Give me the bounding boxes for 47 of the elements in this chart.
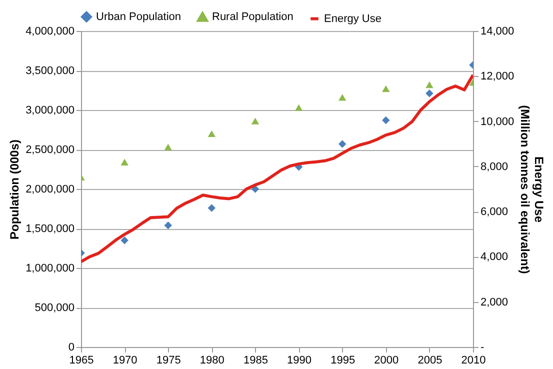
point — [208, 204, 216, 212]
y2-tick-label: 2,000 — [480, 296, 508, 308]
x-tick-label: 2010 — [461, 354, 486, 366]
y2-tick-label: 8,000 — [480, 160, 508, 173]
y-tick-label: 1,500,000 — [26, 223, 74, 235]
y2-tick-label: 14,000 — [480, 26, 514, 38]
point — [426, 81, 434, 88]
y2-tick-label: 6,000 — [480, 206, 508, 218]
y2-tick-label: 4,000 — [480, 251, 508, 264]
y-tick-label: 3,000,000 — [26, 104, 74, 116]
y-tick-label: 2,500,000 — [26, 144, 74, 156]
x-tick-label: 1975 — [156, 354, 181, 366]
point — [251, 118, 260, 124]
point — [426, 90, 434, 98]
point — [164, 221, 172, 230]
point — [208, 130, 216, 138]
y-tick-label: 0 — [68, 342, 74, 354]
x-tick-label: 1980 — [200, 354, 224, 366]
y2-tick-label: 10,000 — [480, 116, 514, 128]
point — [382, 116, 390, 124]
x-tick-label: 1985 — [243, 354, 268, 366]
x-tick-label: 2000 — [374, 354, 399, 366]
x-tick-label: 1970 — [112, 354, 138, 366]
x-tick-label: 2005 — [418, 354, 442, 366]
x-tick-label: 1990 — [287, 354, 312, 366]
point — [164, 144, 172, 150]
legend-label: Energy Use — [324, 12, 382, 25]
line-series — [81, 74, 473, 264]
y2-axis-title: Energy Use (Million tonnes oil equivalent) — [518, 105, 546, 274]
point — [120, 158, 128, 166]
point — [120, 236, 128, 244]
point — [382, 85, 390, 92]
y-tick-label: 2,000,000 — [26, 184, 74, 196]
y-tick-label: 3,500,000 — [26, 65, 74, 77]
y-tick-label: 4,000,000 — [26, 26, 74, 38]
y2-tick-label: 12,000 — [480, 70, 514, 83]
y-tick-label: 1,000,000 — [26, 262, 74, 274]
point — [294, 104, 303, 111]
point — [338, 140, 346, 148]
y-tick-label: 500,000 — [34, 302, 74, 314]
legend-label: Urban Population — [96, 10, 182, 23]
x-tick-label: 1995 — [330, 354, 356, 366]
legend-label: Rural Population — [212, 11, 294, 24]
y2-tick-label: - — [480, 342, 484, 354]
y-axis-title: Population (000s) — [8, 139, 22, 240]
x-tick-label: 1965 — [69, 354, 94, 366]
point — [338, 94, 346, 101]
